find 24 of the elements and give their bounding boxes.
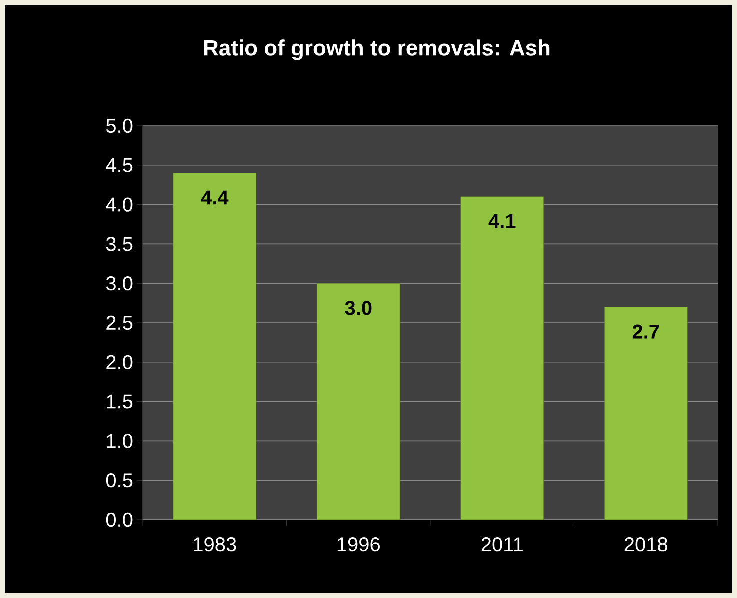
y-tick-label: 2.0 — [106, 355, 133, 370]
y-tick-label: 4.5 — [106, 158, 133, 172]
y-tick-label: 3.5 — [106, 237, 133, 252]
data-label: 2.7 — [632, 324, 660, 339]
chart-title: Ratio of growth to removals: Ash — [204, 40, 550, 60]
y-tick-label: 5.0 — [106, 118, 133, 134]
y-tick-label: 4.0 — [106, 198, 133, 212]
bar — [460, 196, 544, 520]
bar — [316, 283, 400, 520]
y-tick-label: 0.5 — [106, 474, 133, 488]
data-label: 4.1 — [488, 214, 516, 228]
y-tick-label: 1.5 — [107, 394, 133, 409]
x-tick-label: 2011 — [482, 538, 523, 552]
data-label: 4.4 — [201, 190, 229, 205]
x-tick-label: 1996 — [338, 538, 380, 552]
y-tick-label: 3.0 — [106, 276, 133, 291]
y-tick-label: 0.0 — [106, 512, 133, 528]
bar — [173, 173, 257, 520]
bar — [604, 307, 688, 520]
x-tick-label: 2018 — [624, 538, 668, 552]
x-tick-label: 1983 — [194, 538, 236, 552]
y-tick-label: 2.5 — [106, 316, 133, 330]
y-tick-label: 1.0 — [107, 434, 133, 448]
data-label: 3.0 — [345, 301, 372, 316]
